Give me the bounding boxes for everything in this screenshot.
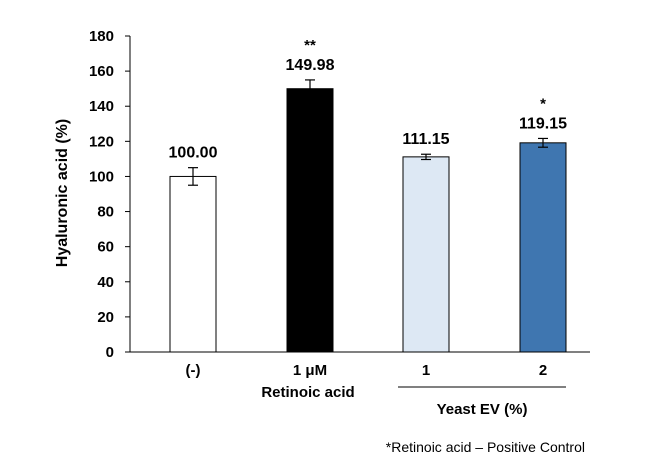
footnote: *Retinoic acid – Positive Control [386, 439, 585, 455]
x-category-label: 1 [422, 362, 430, 379]
y-tick-label: 140 [89, 98, 114, 115]
significance-marker: ** [304, 37, 316, 54]
bar [519, 142, 567, 353]
x-category-label: (-) [186, 362, 201, 379]
y-tick-label: 100 [89, 168, 114, 185]
y-tick-label: 120 [89, 133, 114, 150]
group-label-retinoic-acid: Retinoic acid [261, 384, 354, 401]
significance-marker: * [540, 95, 546, 112]
data-label: 100.00 [169, 145, 218, 162]
data-label: 119.15 [519, 115, 567, 132]
y-tick-label: 160 [89, 63, 114, 80]
y-tick-label: 60 [97, 239, 114, 256]
y-tick-label: 0 [106, 344, 114, 361]
x-category-label: 2 [539, 362, 547, 379]
y-tick-label: 20 [97, 309, 114, 326]
bar [169, 175, 217, 353]
bar [286, 88, 334, 353]
y-axis-label: Hyaluronic acid (%) [54, 119, 71, 267]
data-label: 111.15 [402, 131, 449, 148]
group-label-yeast-ev: Yeast EV (%) [437, 401, 528, 418]
x-category-label: 1 μM [293, 362, 327, 379]
y-tick-label: 180 [89, 28, 114, 45]
data-label: 149.98 [286, 57, 335, 74]
y-tick-label: 40 [97, 274, 114, 291]
y-tick-label: 80 [97, 204, 114, 221]
bar [402, 156, 450, 353]
